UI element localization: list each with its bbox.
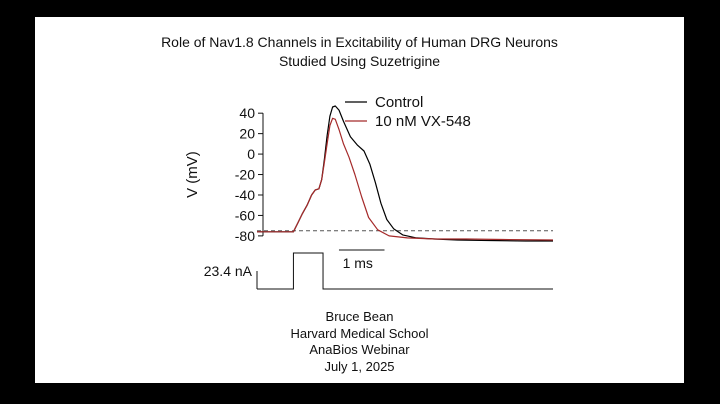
slide-title: Role of Nav1.8 Channels in Excitability … xyxy=(35,33,684,71)
legend-label: 10 nM VX-548 xyxy=(375,113,471,130)
credit-event: AnaBios Webinar xyxy=(309,342,410,357)
legend-label: Control xyxy=(375,94,423,111)
action-potential-chart: 40 20 0 -20 -40 -60 -80 V (mV) Control 10 nM VX-5… xyxy=(184,94,554,290)
stimulus-label: 23.4 nA xyxy=(204,263,253,279)
title-line-1: Role of Nav1.8 Channels in Excitability … xyxy=(161,34,558,50)
title-line-2: Studied Using Suzetrigine xyxy=(278,53,441,69)
y-tick-label: -60 xyxy=(235,207,255,223)
credit-author: Bruce Bean xyxy=(325,309,394,324)
stimulus-trace xyxy=(257,252,553,290)
y-tick-label: -20 xyxy=(235,167,255,183)
y-tick-label: 40 xyxy=(239,105,255,121)
y-tick-label: 20 xyxy=(239,126,255,142)
credits: Bruce Bean Harvard Medical School AnaBio… xyxy=(35,309,684,375)
credit-institution: Harvard Medical School xyxy=(290,325,429,341)
y-tick-label: -40 xyxy=(235,187,255,203)
slide: Role of Nav1.8 Channels in Excitability … xyxy=(35,17,684,383)
y-tick-label: -80 xyxy=(235,228,255,244)
y-axis-label: V (mV) xyxy=(184,151,201,198)
credit-date: July 1, 2025 xyxy=(324,358,395,374)
time-scale-bar-label: 1 ms xyxy=(343,255,373,271)
y-tick-label: 0 xyxy=(247,146,255,162)
vx548-trace xyxy=(257,117,554,241)
